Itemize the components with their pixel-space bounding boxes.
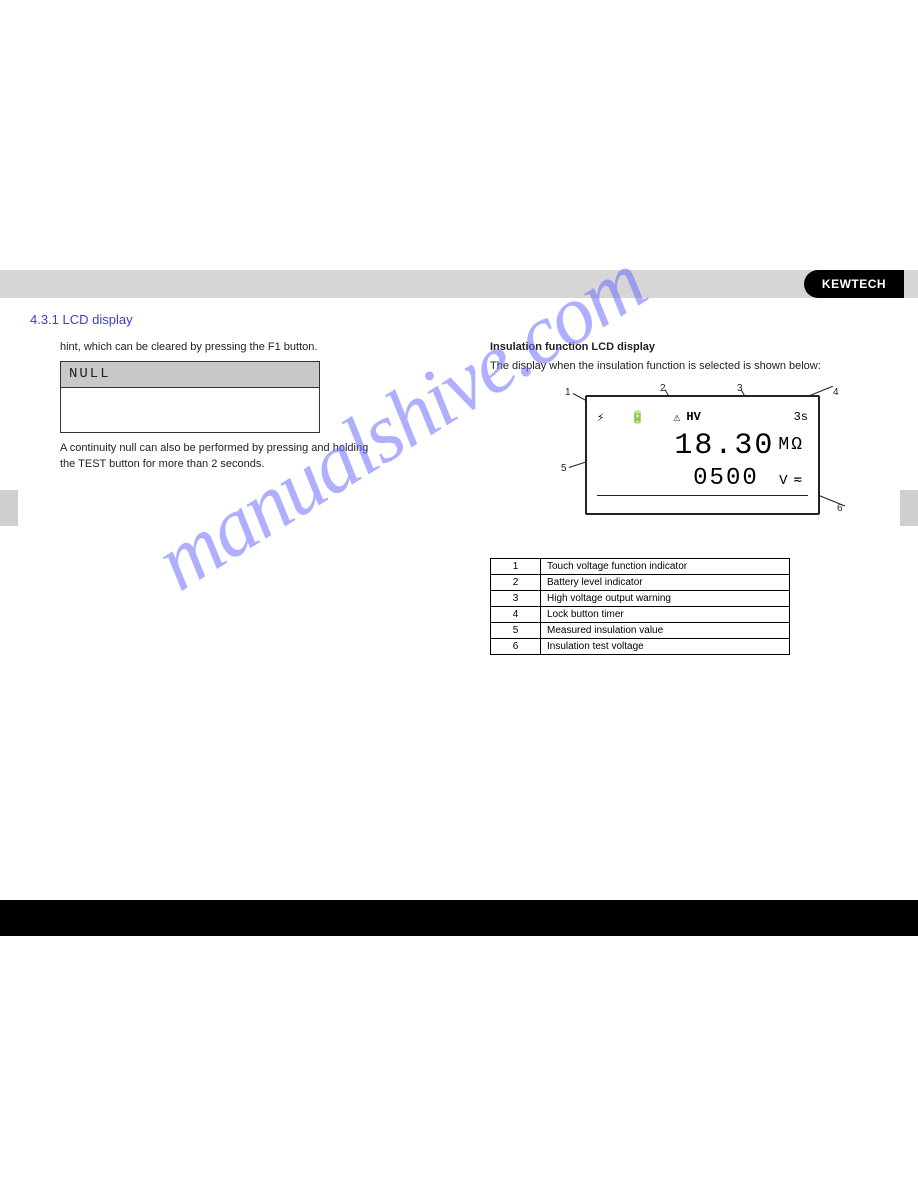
table-cell-num: 1: [491, 559, 541, 575]
timer-label: 3s: [794, 410, 808, 424]
page-tab-left: [0, 490, 18, 526]
lcd-key-table: 1Touch voltage function indicator 2Batte…: [490, 558, 790, 655]
lcd-sub-suffix: ≂: [794, 473, 804, 489]
hint-bottom-text: A continuity null can also be performed …: [60, 441, 380, 472]
lcd-main-value: 18.30: [674, 429, 774, 463]
table-cell-num: 2: [491, 575, 541, 591]
lcd-main-value-row: 18.30MΩ: [587, 429, 818, 463]
table-cell-num: 3: [491, 591, 541, 607]
section-heading: 4.3.1 LCD display: [30, 312, 133, 327]
page-tab-right: [900, 490, 918, 526]
table-cell-desc: Measured insulation value: [541, 623, 790, 639]
null-display-box: NULL: [60, 361, 320, 433]
lcd-main-unit: MΩ: [778, 435, 804, 455]
table-row: 5Measured insulation value: [491, 623, 790, 639]
lcd-icons-row: ⚡ 🔋 ⚠ HV 3s: [587, 405, 818, 429]
callout-1: 1: [565, 387, 571, 398]
table-cell-desc: High voltage output warning: [541, 591, 790, 607]
right-heading: Insulation function LCD display: [490, 340, 890, 355]
leader-6: [819, 495, 845, 506]
table-cell-num: 6: [491, 639, 541, 655]
table-row: 6Insulation test voltage: [491, 639, 790, 655]
null-display-text: NULL: [61, 362, 319, 388]
table-cell-desc: Touch voltage function indicator: [541, 559, 790, 575]
lcd-sub-value-row: 0500 V ≂: [587, 465, 818, 492]
hint-top-text: hint, which can be cleared by pressing t…: [60, 340, 460, 355]
table-cell-num: 5: [491, 623, 541, 639]
brand-logo: KEWTECH: [804, 270, 904, 298]
table-row: 2Battery level indicator: [491, 575, 790, 591]
header-band: KEWTECH: [0, 270, 918, 298]
lcd-sub-unit: V: [779, 473, 789, 489]
touch-voltage-icon: ⚡: [597, 410, 604, 425]
table-row: 3High voltage output warning: [491, 591, 790, 607]
right-column: Insulation function LCD display The disp…: [490, 340, 890, 375]
brand-logo-text: KEWTECH: [822, 277, 886, 291]
table-cell-num: 4: [491, 607, 541, 623]
right-intro: The display when the insulation function…: [490, 359, 890, 374]
table-row: 1Touch voltage function indicator: [491, 559, 790, 575]
lcd-screen: ⚡ 🔋 ⚠ HV 3s 18.30MΩ 0500 V ≂: [585, 395, 820, 515]
hv-label: HV: [686, 410, 700, 424]
left-column: hint, which can be cleared by pressing t…: [60, 340, 460, 472]
lcd-sub-value: 0500: [693, 465, 759, 492]
table-row: 4Lock button timer: [491, 607, 790, 623]
lcd-divider: [597, 495, 808, 496]
warning-icon: ⚠: [673, 410, 680, 425]
table-cell-desc: Lock button timer: [541, 607, 790, 623]
footer-bar: [0, 900, 918, 936]
battery-icon: 🔋: [630, 410, 645, 425]
callout-4: 4: [833, 387, 839, 398]
callout-5: 5: [561, 463, 567, 474]
lcd-figure: 1 2 3 4 5 6 ⚡ 🔋 ⚠ HV 3s 18.30MΩ 0500 V: [565, 395, 840, 515]
null-display-blank: [61, 388, 319, 432]
table-cell-desc: Battery level indicator: [541, 575, 790, 591]
table-cell-desc: Insulation test voltage: [541, 639, 790, 655]
